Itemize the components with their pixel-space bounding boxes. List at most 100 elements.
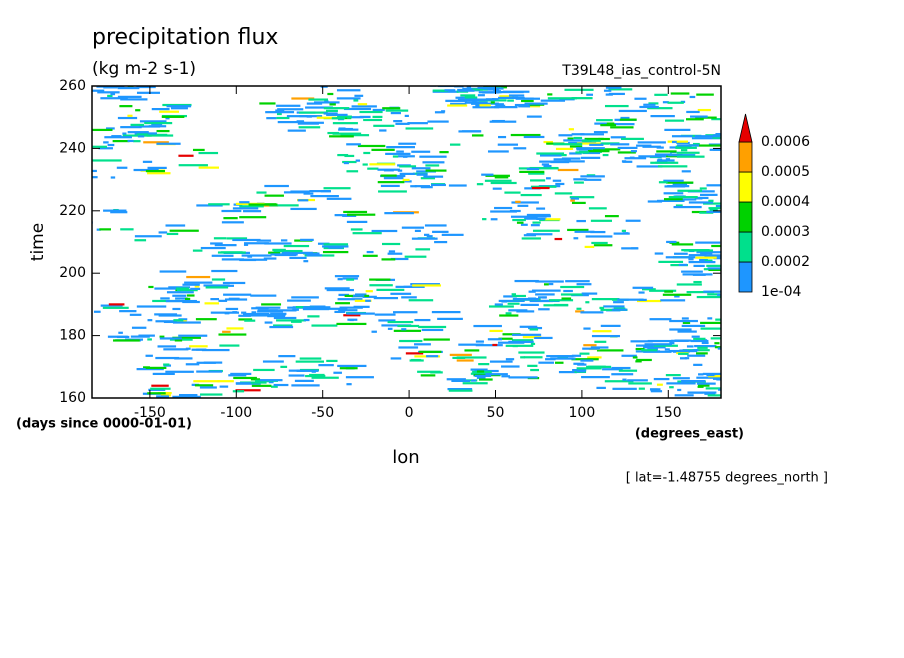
contour-fill bbox=[362, 254, 378, 257]
contour-fill bbox=[378, 190, 407, 193]
contour-fill bbox=[239, 381, 267, 384]
contour-fill bbox=[393, 311, 418, 314]
x-tick-label: 100 bbox=[569, 405, 596, 421]
contour-fill bbox=[544, 218, 561, 221]
contour-fill bbox=[571, 133, 585, 136]
contour-fill bbox=[190, 287, 201, 291]
contour-fill bbox=[336, 322, 367, 326]
contour-fill bbox=[528, 326, 543, 330]
contour-fill bbox=[632, 356, 638, 359]
contour-fill bbox=[127, 131, 149, 134]
contour-fill bbox=[346, 383, 352, 386]
contour-fill bbox=[605, 86, 622, 89]
contour-fill bbox=[217, 380, 234, 383]
contour-fill bbox=[156, 395, 170, 398]
contour-fill bbox=[677, 388, 682, 392]
contour-fill bbox=[286, 115, 308, 118]
contour-fill bbox=[610, 143, 630, 146]
contour-fill bbox=[481, 173, 494, 176]
contour-fill bbox=[628, 382, 652, 385]
contour-fill bbox=[494, 206, 513, 210]
contour-fill bbox=[157, 345, 177, 348]
contour-field bbox=[92, 86, 721, 398]
contour-fill bbox=[377, 181, 405, 184]
contour-fill bbox=[323, 187, 351, 190]
contour-fill bbox=[482, 87, 504, 90]
contour-fill bbox=[539, 160, 569, 163]
contour-fill bbox=[591, 298, 620, 301]
contour-fill bbox=[677, 330, 697, 333]
contour-fill bbox=[291, 384, 320, 387]
contour-fill bbox=[715, 318, 721, 321]
units: (kg m-2 s-1) bbox=[92, 59, 196, 79]
colorbar-box bbox=[738, 171, 753, 203]
contour-fill bbox=[299, 111, 328, 114]
contour-fill bbox=[151, 123, 163, 126]
contour-fill bbox=[576, 367, 602, 370]
contour-fill bbox=[494, 303, 503, 306]
contour-fill bbox=[555, 182, 565, 186]
contour-fill bbox=[635, 350, 661, 353]
contour-fill bbox=[92, 128, 113, 132]
contour-fill bbox=[275, 109, 285, 112]
contour-fill bbox=[103, 141, 109, 144]
contour-fill bbox=[350, 116, 364, 119]
contour-fill bbox=[656, 150, 677, 153]
contour-fill bbox=[233, 376, 257, 380]
contour-fill bbox=[333, 371, 342, 374]
contour-fill bbox=[247, 255, 253, 258]
contour-fill bbox=[548, 282, 554, 286]
contour-fill bbox=[245, 312, 270, 316]
contour-fill bbox=[561, 297, 572, 300]
contour-fill bbox=[270, 312, 287, 315]
contour-fill bbox=[600, 324, 621, 327]
contour-fill bbox=[332, 122, 358, 125]
contour-fill bbox=[419, 350, 442, 353]
contour-fill bbox=[270, 385, 278, 388]
contour-fill bbox=[392, 155, 399, 158]
contour-fill bbox=[662, 101, 669, 104]
contour-fill bbox=[573, 237, 579, 240]
contour-fill bbox=[411, 150, 431, 153]
contour-fill bbox=[210, 242, 223, 245]
contour-fill bbox=[117, 116, 138, 120]
contour-fill bbox=[489, 360, 513, 363]
contour-fill bbox=[203, 284, 230, 287]
contour-fill bbox=[326, 288, 354, 292]
contour-fill bbox=[484, 179, 512, 182]
contour-fill bbox=[355, 293, 367, 296]
contour-fill bbox=[316, 116, 337, 119]
contour-fill bbox=[346, 278, 355, 281]
contour-fill bbox=[299, 357, 322, 360]
contour-fill bbox=[472, 106, 500, 109]
contour-fill bbox=[643, 103, 656, 106]
contour-fill bbox=[602, 368, 623, 371]
contour-fill bbox=[508, 94, 525, 97]
contour-fill bbox=[696, 352, 708, 355]
contour-fill bbox=[471, 379, 477, 382]
contour-fill bbox=[119, 105, 133, 108]
contour-fill bbox=[590, 230, 606, 234]
contour-fill bbox=[576, 148, 593, 151]
contour-fill bbox=[420, 374, 436, 377]
contour-fill bbox=[178, 164, 208, 167]
contour-fill bbox=[511, 201, 539, 204]
contour-fill bbox=[378, 319, 396, 322]
contour-fill bbox=[324, 287, 350, 290]
contour-fill bbox=[531, 186, 550, 190]
y-tick-label: 260 bbox=[59, 78, 86, 94]
contour-fill bbox=[598, 137, 610, 141]
contour-fill bbox=[456, 356, 487, 359]
contour-fill bbox=[672, 140, 677, 144]
contour-fill bbox=[575, 310, 585, 313]
contour-fill bbox=[165, 370, 194, 373]
contour-fill bbox=[163, 348, 189, 351]
contour-fill bbox=[423, 175, 444, 178]
contour-fill bbox=[577, 363, 587, 366]
plot-frame bbox=[91, 85, 722, 399]
contour-fill bbox=[343, 107, 372, 111]
contour-fill bbox=[203, 361, 223, 364]
contour-fill bbox=[650, 114, 675, 118]
contour-fill bbox=[708, 207, 721, 210]
contour-fill bbox=[232, 390, 245, 393]
